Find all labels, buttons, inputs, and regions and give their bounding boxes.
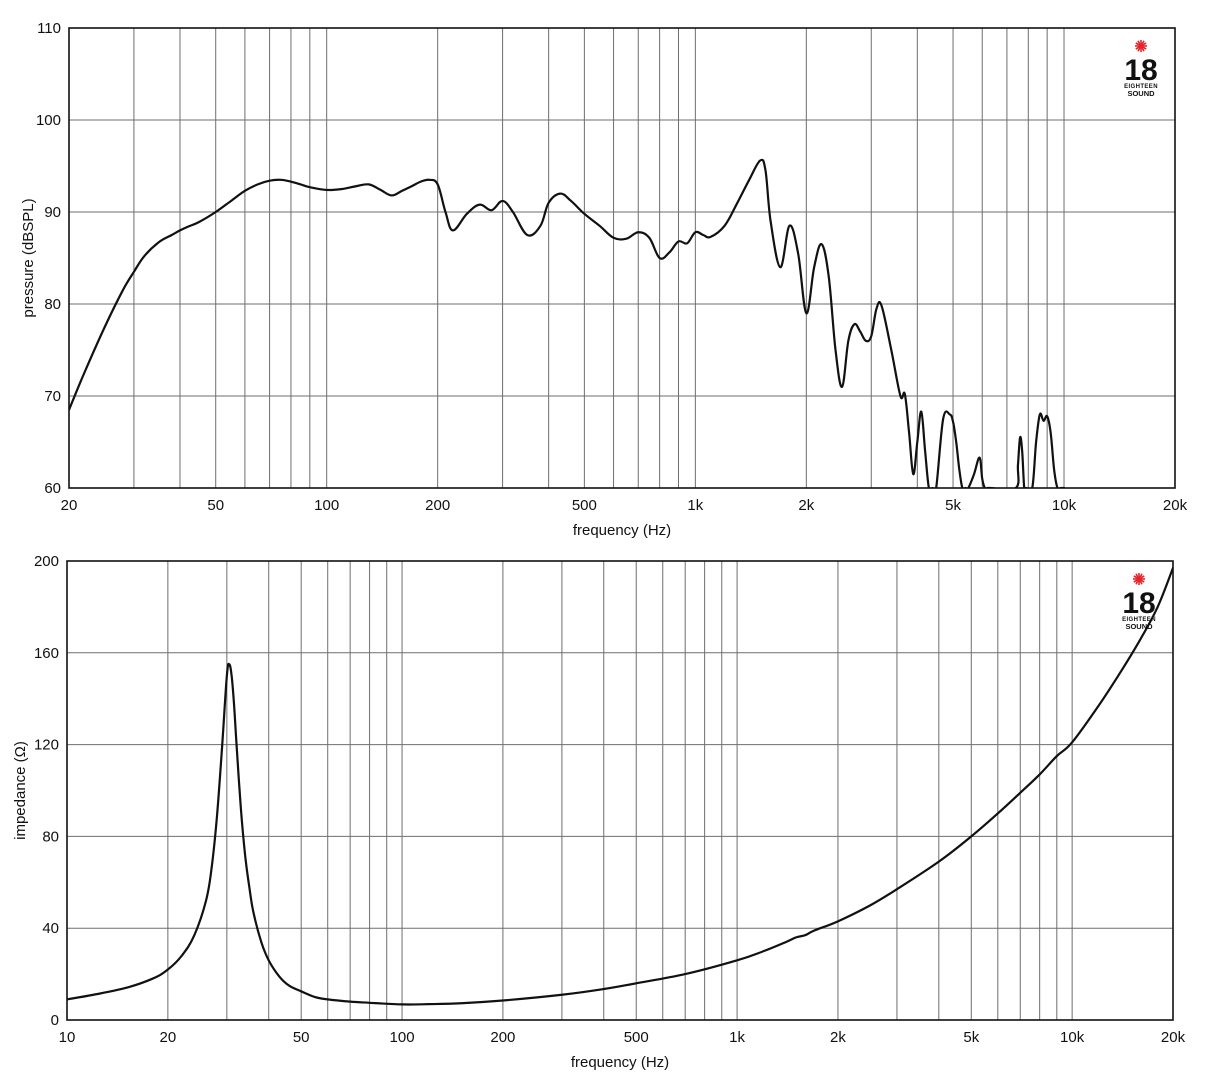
y-tick-label: 80 xyxy=(44,296,61,313)
x-tick-label: 2k xyxy=(798,497,814,514)
logo-number: 18 xyxy=(1124,54,1157,87)
y-tick-label: 100 xyxy=(36,112,61,129)
x-tick-label: 100 xyxy=(390,1029,415,1046)
x-tick-label: 500 xyxy=(572,497,597,514)
y-tick-label: 60 xyxy=(44,480,61,497)
logo-line1: EIGHTEEN xyxy=(1122,617,1156,623)
x-axis-label: frequency (Hz) xyxy=(573,522,671,539)
x-tick-label: 20 xyxy=(61,497,78,514)
x-tick-label: 10k xyxy=(1052,497,1077,514)
x-tick-label: 5k xyxy=(963,1029,979,1046)
plot-frame xyxy=(68,27,1176,489)
plot-frame xyxy=(66,560,1174,1021)
y-tick-label: 40 xyxy=(42,920,59,937)
x-tick-label: 5k xyxy=(945,497,961,514)
x-tick-label: 50 xyxy=(207,497,224,514)
x-tick-label: 2k xyxy=(830,1029,846,1046)
x-tick-label: 200 xyxy=(425,497,450,514)
y-tick-label: 80 xyxy=(42,828,59,845)
logo-line1: EIGHTEEN xyxy=(1124,84,1158,90)
y-tick-label: 120 xyxy=(34,737,59,754)
x-axis-label: frequency (Hz) xyxy=(571,1054,669,1071)
x-tick-label: 50 xyxy=(293,1029,310,1046)
grid-lines xyxy=(69,28,1175,488)
y-axis-label: pressure (dBSPL) xyxy=(20,198,37,317)
chart-pressure: 20 50 100 200 500 1k 2k 5k 10k 20k 60 70 80 90 100 110 f… xyxy=(20,20,1188,539)
y-tick-label: 110 xyxy=(37,20,61,37)
chart-impedance: 10 20 50 100 200 500 1k 2k 5k 10k 20k 0 40 80 120 160 20… xyxy=(12,553,1186,1071)
y-tick-label: 160 xyxy=(34,645,59,662)
star-icon xyxy=(1135,40,1147,52)
series-line xyxy=(69,158,1066,488)
series-line xyxy=(67,566,1173,1006)
grid-lines xyxy=(67,561,1173,1020)
x-tick-label: 1k xyxy=(687,497,703,514)
logo-line2: SOUND xyxy=(1127,89,1155,98)
y-tick-label: 70 xyxy=(44,388,61,405)
x-tick-label: 20 xyxy=(160,1029,177,1046)
x-tick-label: 10k xyxy=(1060,1029,1085,1046)
x-tick-label: 100 xyxy=(314,497,339,514)
x-tick-label: 500 xyxy=(624,1029,649,1046)
x-tick-label: 200 xyxy=(490,1029,515,1046)
logo-line2: SOUND xyxy=(1125,622,1153,631)
x-tick-label: 1k xyxy=(729,1029,745,1046)
y-tick-label: 0 xyxy=(51,1012,59,1029)
star-icon xyxy=(1133,573,1145,585)
logo-number: 18 xyxy=(1122,587,1155,620)
y-tick-label: 200 xyxy=(34,553,59,570)
x-tick-label: 10 xyxy=(59,1029,76,1046)
x-tick-label: 20k xyxy=(1163,497,1188,514)
y-tick-label: 90 xyxy=(44,204,61,221)
x-tick-label: 20k xyxy=(1161,1029,1186,1046)
y-axis-label: impedance (Ω) xyxy=(12,741,29,840)
